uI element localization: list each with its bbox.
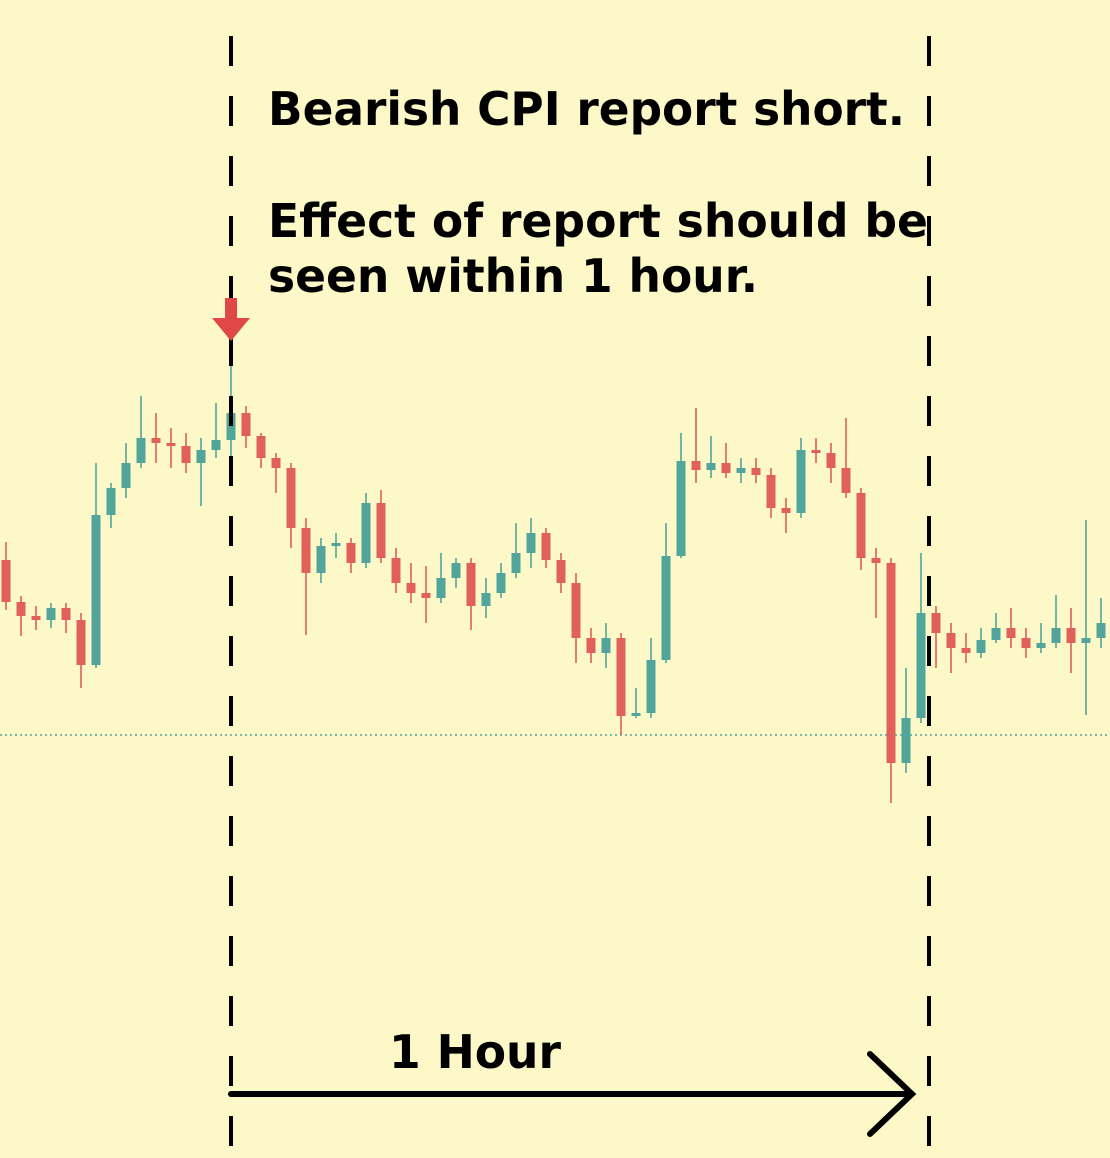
candle-body	[856, 493, 866, 558]
candle-body	[481, 593, 491, 606]
candle-body	[331, 543, 341, 546]
candle-body	[691, 461, 701, 470]
duration-arrow	[228, 1051, 917, 1137]
candle-body	[1051, 628, 1061, 643]
candle-body	[631, 713, 641, 716]
candle-body	[316, 546, 326, 573]
candle-body	[91, 515, 101, 665]
candle-body	[886, 563, 896, 763]
candle-body	[916, 613, 926, 718]
candle-body	[556, 560, 566, 583]
duration-label: 1 Hour	[389, 1025, 561, 1079]
candle-body	[31, 616, 41, 620]
candle-body	[586, 638, 596, 653]
annotation: Effect of report should be	[268, 194, 928, 248]
candle-body	[616, 638, 626, 716]
candle-body	[796, 450, 806, 513]
annotation: Bearish CPI report short.	[268, 82, 905, 136]
candle-body	[106, 488, 116, 515]
candle-body	[781, 508, 791, 513]
candle-body	[661, 556, 671, 660]
candle-body	[1006, 628, 1016, 638]
candle-body	[511, 553, 521, 573]
candle-body	[991, 628, 1001, 640]
candle-body	[871, 558, 881, 563]
candle-body	[1, 560, 11, 602]
candle-body	[256, 436, 266, 458]
candle-body	[1081, 638, 1091, 643]
candle-body	[751, 468, 761, 475]
candle-body	[46, 608, 56, 620]
candle-body	[76, 620, 86, 665]
candle-body	[766, 475, 776, 508]
candle-body	[841, 468, 851, 493]
candle-body	[646, 660, 656, 713]
candle-body	[301, 528, 311, 573]
candle-body	[151, 438, 161, 443]
candle-body	[1021, 638, 1031, 648]
candle-body	[826, 453, 836, 468]
candle-body	[196, 450, 206, 463]
candle-body	[901, 718, 911, 763]
candle-body	[1036, 643, 1046, 648]
candle-body	[271, 458, 281, 468]
candle-body	[601, 638, 611, 653]
candle-body	[376, 503, 386, 558]
candle-body	[391, 558, 401, 583]
candle-body	[226, 413, 236, 440]
down-arrow	[212, 298, 250, 341]
candle-body	[571, 583, 581, 638]
candle-body	[166, 443, 176, 446]
candle-body	[976, 640, 986, 653]
candle-body	[421, 593, 431, 598]
candle-body	[541, 533, 551, 560]
candle-body	[346, 543, 356, 563]
candle-body	[121, 463, 131, 488]
candle-body	[526, 533, 536, 553]
candle-body	[946, 633, 956, 648]
candle-body	[811, 450, 821, 453]
candle-body	[931, 613, 941, 633]
candle-body	[16, 602, 26, 616]
candle-body	[241, 413, 251, 436]
candle-body	[361, 503, 371, 563]
candle-body	[496, 573, 506, 593]
candle-body	[286, 468, 296, 528]
candles	[0, 358, 1110, 803]
annotation: seen within 1 hour.	[268, 249, 758, 303]
candle-body	[466, 563, 476, 606]
candle-body	[961, 648, 971, 653]
candle-body	[406, 583, 416, 593]
candle-body	[706, 463, 716, 470]
candle-body	[721, 463, 731, 473]
candle-body	[436, 578, 446, 598]
candle-body	[676, 461, 686, 556]
candle-body	[211, 440, 221, 450]
candle-body	[136, 438, 146, 463]
candle-body	[61, 608, 71, 620]
candle-body	[451, 563, 461, 578]
candle-body	[736, 468, 746, 473]
candle-body	[1096, 623, 1106, 638]
candle-body	[1066, 628, 1076, 643]
candle-body	[181, 446, 191, 463]
